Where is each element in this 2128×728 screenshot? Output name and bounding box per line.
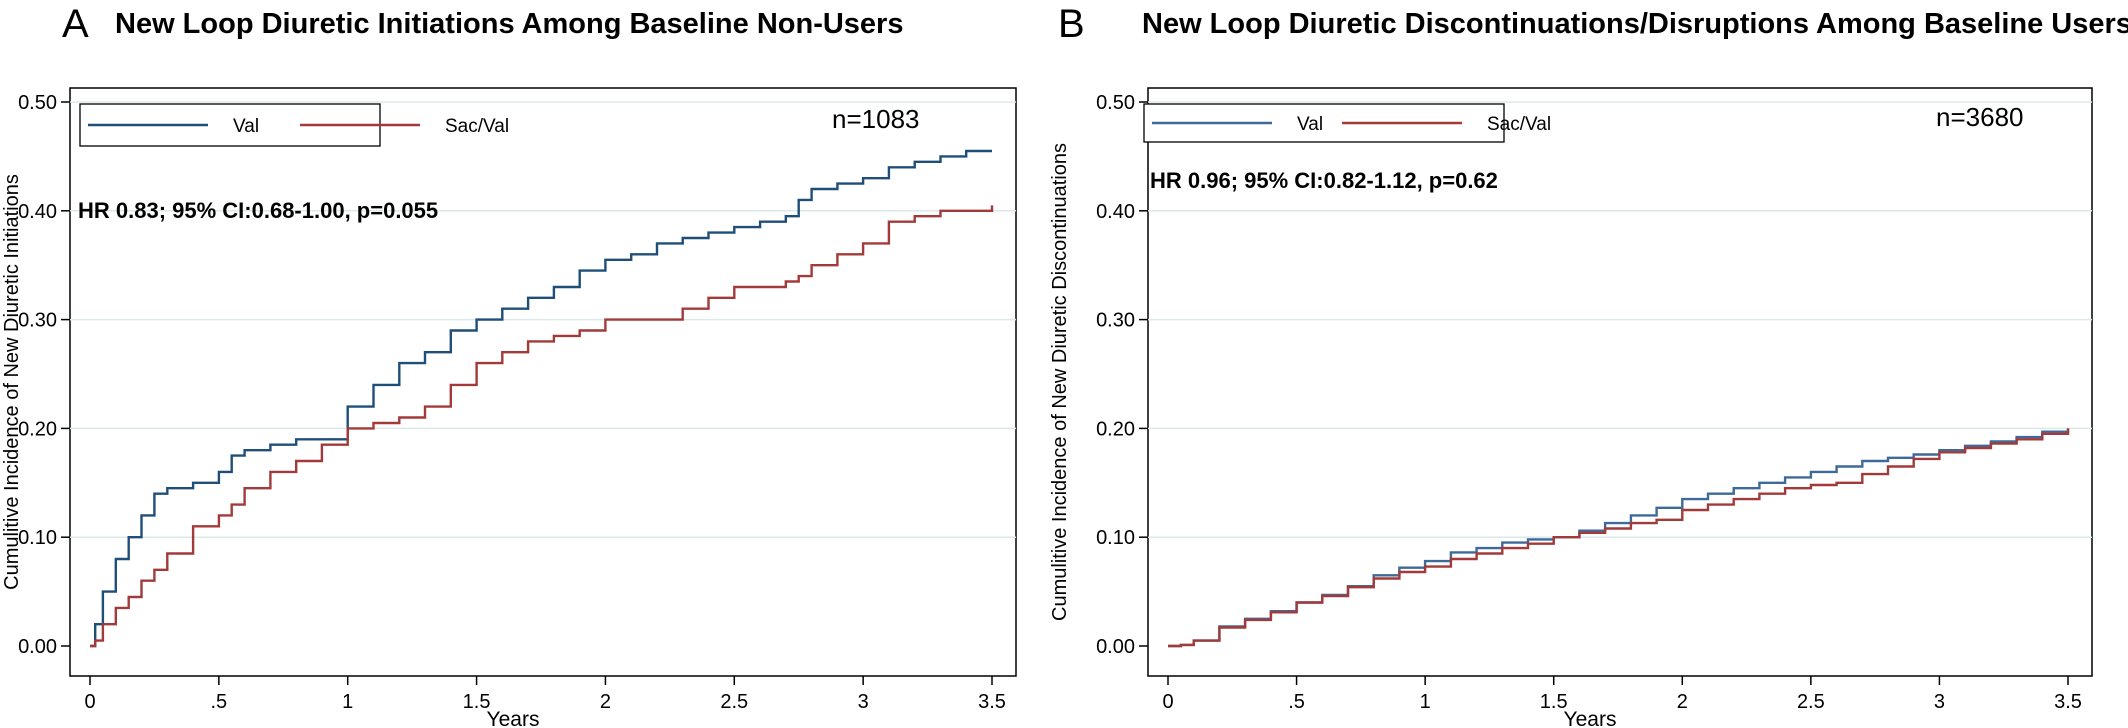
y-tick-label: 0.40: [1096, 201, 1135, 223]
chart-a-svg: 0.00 0.10 0.20 0.30 0.40 0.50 0 .5 1 1.5 2 2.5 3 3.5 Y…: [1, 87, 1017, 728]
x-axis-label: Years: [487, 708, 540, 728]
x-tick-label: 3: [1934, 691, 1945, 713]
y-tick-label: 0.00: [18, 636, 57, 658]
sample-size-label: n=3680: [1936, 102, 2023, 132]
chart-title-a: New Loop Diuretic Initiations Among Base…: [115, 8, 904, 40]
x-tick-label: 0: [84, 691, 95, 713]
y-tick-label: 0.50: [18, 92, 57, 114]
y-axis-label: Cumulitive Incidence of New Diuretic Ini…: [1, 174, 23, 590]
legend-label: Sac/Val: [1487, 114, 1551, 135]
x-tick-label: 3.5: [2054, 691, 2082, 713]
chart-panel-b: B New Loop Diuretic Discontinuations/Dis…: [1040, 0, 2128, 728]
panel-letter-b: B: [1058, 2, 1085, 46]
x-tick-label: 1: [342, 691, 353, 713]
x-tick-label: 2.5: [720, 691, 748, 713]
y-tick-label: 0.00: [1096, 636, 1135, 658]
x-tick-label: 2: [600, 691, 611, 713]
sample-size-label: n=1083: [832, 104, 919, 134]
x-tick-label: 1.5: [463, 691, 491, 713]
chart-panel-a: A New Loop Diuretic Initiations Among Ba…: [0, 0, 1020, 728]
y-tick-label: 0.30: [18, 310, 57, 332]
y-tick-label: 0.10: [1096, 527, 1135, 549]
x-tick-label: 1: [1420, 691, 1431, 713]
legend-label: Val: [1297, 114, 1323, 135]
x-tick-label: 1.5: [1540, 691, 1568, 713]
x-tick-label: 2: [1677, 691, 1688, 713]
y-tick-label: 0.30: [1096, 310, 1135, 332]
y-axis-label: Cumulitive Incidence of New Diuretic Dis…: [1049, 143, 1071, 621]
y-tick-label: 0.20: [1096, 418, 1135, 440]
plot-frame: [1147, 87, 2093, 677]
x-tick-label: 3.5: [978, 691, 1006, 713]
legend-label: Sac/Val: [445, 116, 509, 137]
x-axis-label: Years: [1564, 708, 1617, 728]
plot-frame: [69, 87, 1017, 677]
legend-label: Val: [233, 116, 259, 137]
y-tick-label: 0.50: [1096, 92, 1135, 114]
series-line-val: [90, 149, 992, 648]
series-line-sac-val: [1168, 428, 2070, 648]
series-line-sac-val: [90, 205, 994, 648]
chart-title-b: New Loop Diuretic Discontinuations/Disru…: [1142, 8, 2128, 40]
hazard-ratio-annotation: HR 0.96; 95% CI:0.82-1.12, p=0.62: [1150, 168, 1498, 193]
hazard-ratio-annotation: HR 0.83; 95% CI:0.68-1.00, p=0.055: [78, 198, 438, 223]
y-tick-label: 0.20: [18, 418, 57, 440]
chart-b-svg: 0.00 0.10 0.20 0.30 0.40 0.50 0 .5 1 1.5 2 2.5 3 3.5 Y…: [1049, 87, 2093, 728]
panel-letter-a: A: [62, 2, 89, 46]
x-tick-label: 0: [1162, 691, 1173, 713]
x-tick-label: 3: [858, 691, 869, 713]
y-tick-label: 0.40: [18, 201, 57, 223]
x-tick-label: .5: [211, 691, 228, 713]
x-tick-label: .5: [1288, 691, 1305, 713]
y-tick-label: 0.10: [18, 527, 57, 549]
x-tick-label: 2.5: [1797, 691, 1825, 713]
